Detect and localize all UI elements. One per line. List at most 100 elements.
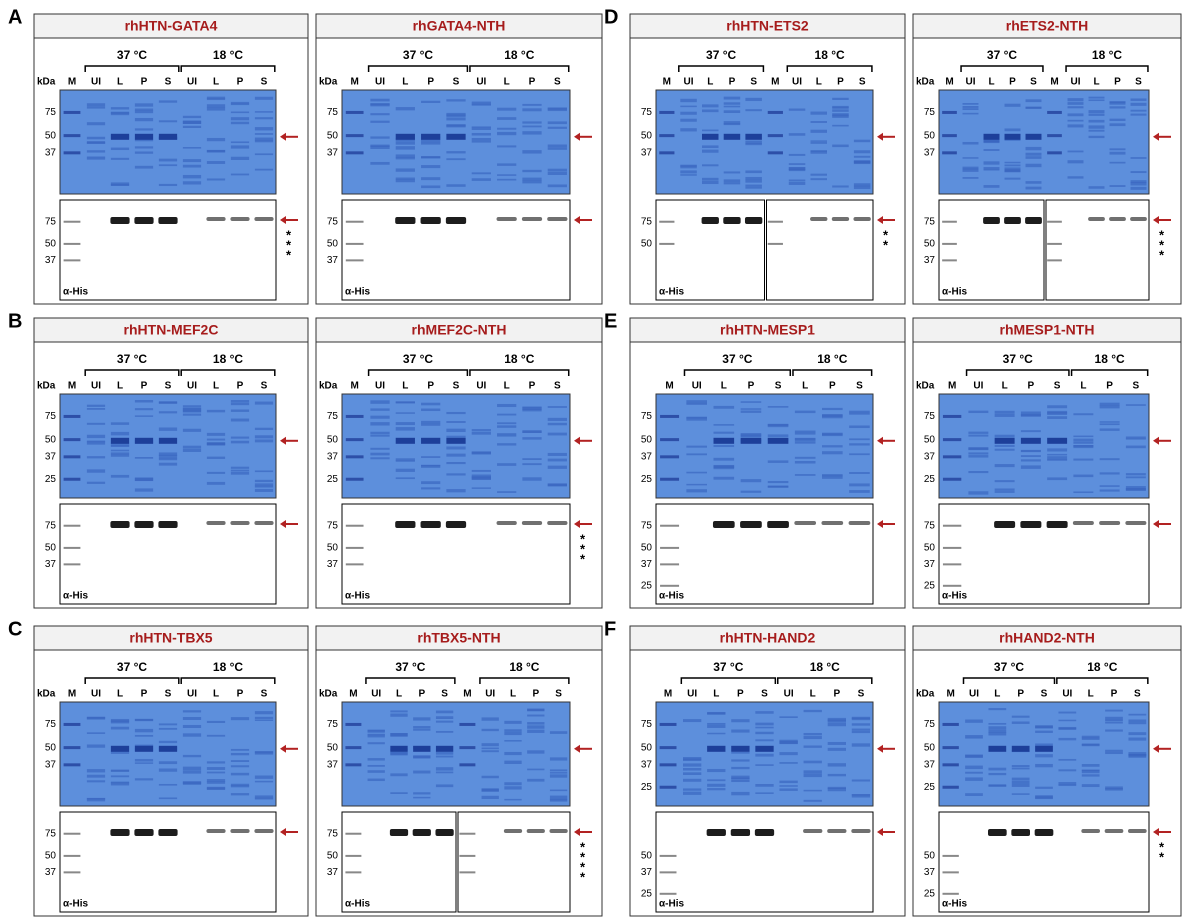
temp-label: 37 °C — [403, 352, 433, 366]
marker-label: 37 — [45, 255, 57, 266]
gel-band — [755, 727, 773, 729]
antibody-label: α-His — [63, 591, 88, 602]
gel-band — [724, 97, 740, 100]
gel-band — [497, 404, 516, 407]
lane-label: L — [1088, 689, 1094, 700]
gel-band — [87, 482, 105, 484]
gel-band — [963, 157, 979, 159]
gel-band — [370, 448, 389, 450]
gel-band — [1026, 156, 1042, 159]
ladder-band — [768, 111, 783, 114]
gel-band — [741, 411, 762, 413]
lane-label: P — [748, 381, 755, 392]
gel-band — [963, 113, 979, 115]
lane-label: UI — [692, 381, 702, 392]
gel-band — [724, 121, 740, 124]
western-band — [522, 521, 542, 525]
gel-band — [1082, 784, 1100, 787]
gel-band — [1021, 459, 1041, 461]
temp-label: 37 °C — [722, 352, 752, 366]
gel-band — [231, 773, 249, 776]
marker-label: 37 — [641, 559, 653, 570]
lane-label: P — [1106, 381, 1113, 392]
western-band — [1004, 217, 1021, 224]
gel-band — [472, 429, 491, 431]
gel-band — [135, 778, 153, 780]
gel-band — [1128, 732, 1146, 735]
marker-label: 75 — [641, 107, 653, 118]
lane-label: S — [165, 77, 172, 88]
marker-label: 50 — [327, 742, 339, 753]
western-blot — [656, 812, 873, 912]
western-band — [230, 217, 249, 221]
gel-band — [504, 782, 521, 785]
gel-band — [436, 731, 453, 733]
lane-label: S — [750, 77, 757, 88]
gel-band — [745, 185, 761, 187]
marker-label: 50 — [45, 742, 57, 753]
gel-band — [1005, 162, 1021, 164]
marker-label: 25 — [641, 888, 653, 899]
gel-band — [852, 718, 870, 721]
lane-label: L — [213, 689, 219, 700]
temp-label: 37 °C — [1003, 352, 1033, 366]
temp-bracket — [480, 678, 569, 684]
gel-band — [183, 126, 201, 128]
lane-label: UI — [969, 689, 979, 700]
gel-band — [731, 729, 749, 732]
gel-band — [472, 126, 491, 128]
gel-band — [745, 170, 761, 173]
western-band — [547, 521, 567, 525]
gel-band — [683, 757, 701, 760]
gel-band — [159, 164, 177, 166]
marker-label: 50 — [327, 130, 339, 141]
gel-band — [111, 770, 129, 772]
gel-band — [683, 779, 701, 782]
gel-band — [111, 450, 129, 452]
western-band — [731, 829, 750, 836]
gel-band — [804, 774, 822, 777]
gel-band — [1110, 101, 1126, 103]
gel-band — [255, 480, 273, 482]
gel-band — [852, 729, 870, 731]
gel-band — [482, 796, 499, 799]
gel-band — [745, 177, 761, 180]
gel-band — [255, 435, 273, 438]
western-band — [1130, 217, 1147, 221]
marker-label: 75 — [924, 216, 936, 227]
temp-bracket — [964, 678, 1055, 684]
gel-band — [995, 411, 1015, 414]
western-band — [1011, 829, 1030, 836]
ladder-band — [768, 221, 783, 223]
gel-band — [396, 107, 415, 110]
gel-band — [231, 112, 249, 114]
gel-band — [255, 717, 273, 719]
gel-band — [731, 776, 749, 779]
marker-label: 50 — [924, 130, 936, 141]
gel-band — [87, 775, 105, 778]
gel-band — [255, 428, 273, 430]
gel-band — [755, 739, 773, 741]
ladder-band — [942, 259, 957, 261]
gel-band — [396, 412, 415, 414]
gel-band — [183, 121, 201, 124]
western-band — [745, 217, 762, 224]
western-blot — [458, 812, 570, 912]
gel-band — [795, 441, 816, 443]
marker-label: 75 — [45, 107, 57, 118]
western-band — [206, 521, 225, 525]
lane-label: M — [68, 689, 76, 700]
gel-band — [421, 142, 440, 144]
marker-label: 37 — [327, 255, 339, 266]
antibody-label: α-His — [659, 899, 684, 910]
marker-label: 37 — [45, 147, 57, 158]
gel-band — [135, 457, 153, 459]
ladder-band — [660, 893, 677, 895]
arrow-head — [1153, 745, 1159, 753]
gel-band — [87, 798, 105, 801]
gel-band — [828, 787, 846, 789]
gel-band — [832, 109, 848, 112]
ladder-band — [660, 723, 677, 726]
gel-band — [1128, 738, 1146, 741]
lane-label: P — [829, 381, 836, 392]
